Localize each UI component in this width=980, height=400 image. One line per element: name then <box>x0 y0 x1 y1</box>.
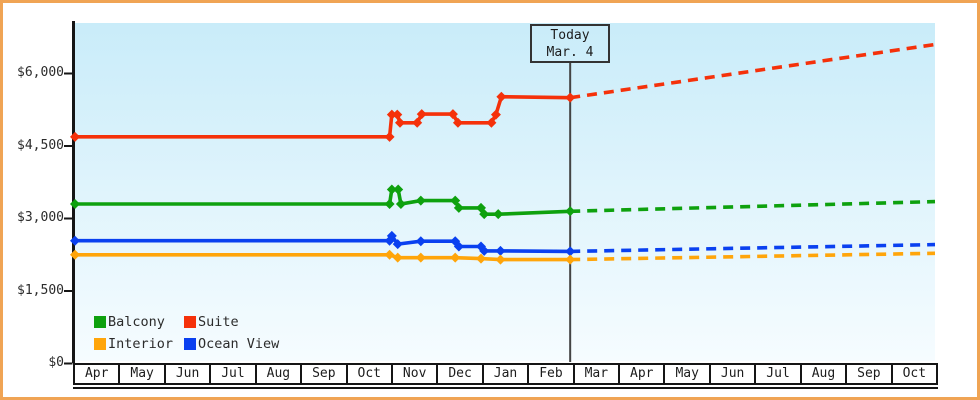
month-cell-feb: Feb <box>529 365 575 383</box>
month-cell-mar: Mar <box>575 365 621 383</box>
legend-swatch-icon <box>184 316 196 328</box>
series-interior-projection <box>570 251 936 262</box>
series-ocean-view-point <box>565 246 576 257</box>
y-axis-label: $4,500 <box>17 137 64 153</box>
y-axis-label: $6,000 <box>17 65 64 80</box>
month-cell-aug: Aug <box>802 365 848 383</box>
series-balcony-point <box>395 199 406 209</box>
series-suite-point <box>486 117 497 128</box>
month-cell-oct: Oct <box>902 366 927 381</box>
month-cell-aug: Aug <box>257 365 303 383</box>
y-axis-label: $3,000 <box>17 210 64 225</box>
month-cell-oct: Oct <box>348 365 393 383</box>
month-cell-jan: Jan <box>484 365 530 383</box>
today-marker-box: Today Mar. 4 <box>530 24 610 63</box>
series-balcony-point <box>565 206 576 217</box>
y-axis-label: $1,500 <box>17 282 64 298</box>
series-suite-point <box>496 91 507 102</box>
series-suite-point <box>394 117 405 128</box>
series-balcony-point <box>386 184 397 195</box>
legend-label: Suite <box>198 314 239 330</box>
series-ocean-view-point <box>479 245 490 256</box>
today-label: Today <box>550 27 590 43</box>
series-balcony-point <box>493 209 504 220</box>
series-ocean-view-point <box>415 236 426 247</box>
series-suite-point <box>412 117 423 128</box>
legend-row: Balcony Suite <box>94 314 279 330</box>
series-ocean-view-point <box>392 239 403 250</box>
series-suite-point <box>447 109 458 120</box>
series-balcony-point <box>450 195 461 206</box>
series-interior-point <box>476 253 487 264</box>
series-suite-point <box>386 109 397 120</box>
series-interior-point <box>450 252 461 263</box>
y-axis-label: $0 <box>48 355 64 370</box>
month-cell-jul: Jul <box>211 365 257 383</box>
today-date: Mar. 4 <box>546 44 594 60</box>
plot-area <box>75 23 935 361</box>
legend-label: Ocean View <box>198 336 280 352</box>
series-interior-point <box>392 252 403 263</box>
month-cell-nov: Nov <box>393 365 439 383</box>
legend-swatch-icon <box>184 338 196 350</box>
series-ocean-view-point <box>70 235 80 246</box>
series-suite-point <box>70 131 80 142</box>
series-suite-point <box>452 117 463 128</box>
month-cell-jun: Jun <box>711 365 757 383</box>
series-interior-point <box>70 249 80 260</box>
legend: Balcony Suite Interior Ocean View <box>94 314 279 352</box>
month-cell-apr: Apr <box>620 365 666 383</box>
series-interior-point <box>384 249 395 260</box>
month-cell-sep: Sep <box>302 365 348 383</box>
series-balcony-point <box>415 195 426 206</box>
series-ocean-view-point <box>386 230 397 241</box>
series-balcony-projection <box>570 199 936 214</box>
month-cell-sep: Sep <box>847 365 893 383</box>
series-interior-point <box>565 254 576 265</box>
legend-item-balcony: Balcony <box>94 314 184 330</box>
series-suite-point <box>384 131 395 142</box>
legend-label: Balcony <box>108 314 165 330</box>
series-interior-point <box>495 254 506 265</box>
chart-canvas <box>64 21 938 389</box>
legend-swatch-icon <box>94 338 106 350</box>
month-cell-may: May <box>665 365 711 383</box>
series-suite-projection <box>569 42 936 100</box>
legend-row: Interior Ocean View <box>94 336 279 352</box>
series-balcony-point <box>70 199 80 209</box>
series-suite-point <box>416 109 427 120</box>
series-interior-point <box>415 252 426 263</box>
series-ocean-view-point <box>495 245 506 256</box>
series-ocean-view-projection <box>570 242 936 254</box>
series-balcony-point <box>479 209 490 220</box>
series-balcony-point <box>384 199 395 209</box>
month-cell-may: May <box>120 365 166 383</box>
series-balcony-point <box>453 202 464 213</box>
month-cell-jun: Jun <box>166 365 212 383</box>
series-suite-point <box>565 92 576 103</box>
x-axis-month-row: Apr May Jun Jul Aug Sep Oct Nov Dec Jan Feb Mar Apr M… <box>73 363 938 385</box>
series-suite-point <box>392 109 403 120</box>
legend-item-ocean-view: Ocean View <box>184 336 279 352</box>
series-suite-point <box>490 109 501 120</box>
month-cell-apr: Apr <box>75 365 121 383</box>
month-cell-jul: Jul <box>756 365 802 383</box>
month-cell-dec: Dec <box>438 365 484 383</box>
series-balcony-point <box>393 184 404 195</box>
y-axis-line <box>72 21 75 363</box>
series-ocean-view-point <box>453 241 464 252</box>
legend-label: Interior <box>108 336 174 352</box>
legend-item-interior: Interior <box>94 336 184 352</box>
legend-item-suite: Suite <box>184 314 239 330</box>
legend-swatch-icon <box>94 316 106 328</box>
